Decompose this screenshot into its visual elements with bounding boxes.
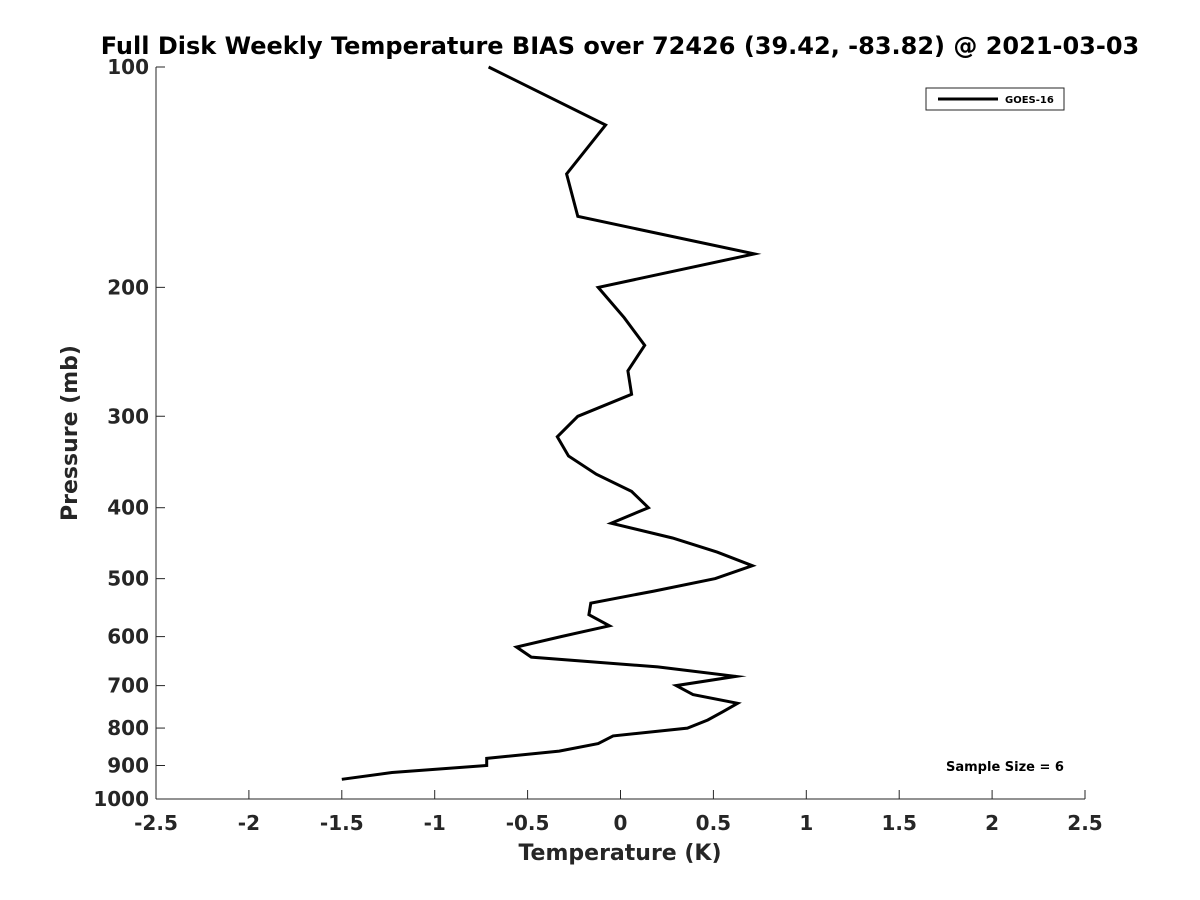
legend-label-goes-16: GOES-16 <box>1005 95 1054 106</box>
y-tick-label: 500 <box>107 567 149 591</box>
y-tick-label: 100 <box>107 55 149 79</box>
x-tick-label: 0.5 <box>696 811 731 835</box>
y-tick-label: 600 <box>107 625 149 649</box>
series-layer <box>341 65 762 781</box>
x-tick-label: -1 <box>424 811 446 835</box>
x-axis-label: Temperature (K) <box>518 841 721 866</box>
x-ticks: -2.5 -2 -1.5 -1 -0.5 0 0.5 1 1.5 2 2.5 <box>134 790 1103 835</box>
x-tick-label: -0.5 <box>506 811 550 835</box>
y-axis-label: Pressure (mb) <box>58 345 83 521</box>
series-line-goes-16 <box>341 65 762 781</box>
sample-size-annotation: Sample Size = 6 <box>946 760 1064 775</box>
y-ticks: 100 200 300 400 500 600 700 800 900 1000 <box>93 55 165 811</box>
x-tick-label: -1.5 <box>320 811 364 835</box>
chart-title: Full Disk Weekly Temperature BIAS over 7… <box>101 32 1140 60</box>
y-tick-label: 400 <box>107 496 149 520</box>
x-tick-label: 2.5 <box>1067 811 1102 835</box>
y-tick-label: 200 <box>107 275 149 299</box>
x-tick-label: 1 <box>799 811 813 835</box>
y-tick-label: 1000 <box>93 787 149 811</box>
x-tick-label: 2 <box>985 811 999 835</box>
x-tick-label: 1.5 <box>881 811 916 835</box>
y-tick-label: 800 <box>107 716 149 740</box>
x-tick-label: -2 <box>238 811 260 835</box>
y-tick-label: 900 <box>107 754 149 778</box>
y-tick-label: 300 <box>107 404 149 428</box>
y-tick-label: 700 <box>107 674 149 698</box>
x-tick-label: -2.5 <box>134 811 178 835</box>
legend: GOES-16 <box>925 87 1065 111</box>
plot-area <box>156 67 1085 799</box>
x-tick-label: 0 <box>614 811 628 835</box>
